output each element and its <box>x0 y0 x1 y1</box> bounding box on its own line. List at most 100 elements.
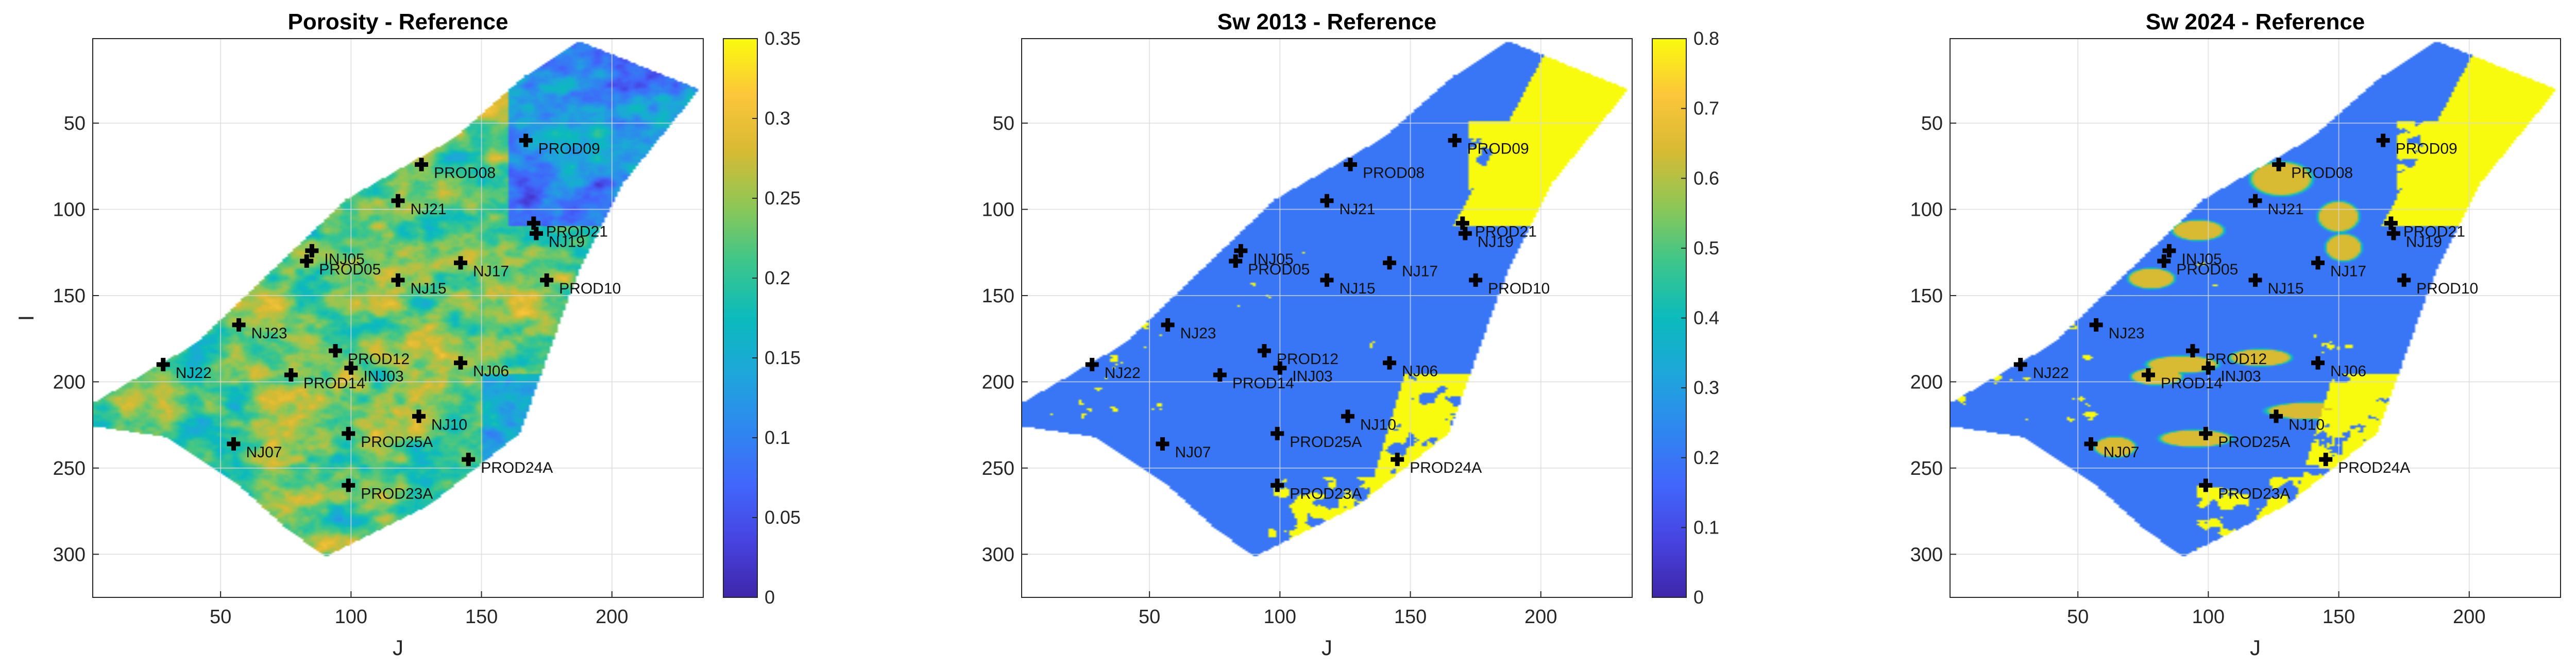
well-marker <box>412 409 426 423</box>
well-label: NJ19 <box>549 233 585 250</box>
y-tick-label: 100 <box>1910 199 1943 221</box>
well-label: PROD25A <box>361 434 433 451</box>
y-tick-label: 50 <box>993 113 1014 134</box>
well-label: NJ10 <box>431 416 467 433</box>
well-label: PROD12 <box>1277 351 1338 368</box>
well-marker <box>1229 254 1243 268</box>
y-tick-label: 250 <box>1910 458 1943 479</box>
well-marker <box>1273 361 1287 375</box>
x-tick-label: 100 <box>1264 606 1296 628</box>
chart-title: Sw 2013 - Reference <box>1217 9 1437 35</box>
well-marker <box>2084 437 2098 451</box>
axes-box <box>1021 38 1633 598</box>
x-tick-label: 150 <box>2323 606 2355 628</box>
well-label: INJ05 <box>2181 251 2222 268</box>
well-label: NJ23 <box>1180 325 1216 342</box>
colorbar-tick-label: 0.35 <box>765 28 801 49</box>
well-marker <box>462 453 476 467</box>
well-label: NJ23 <box>2109 325 2145 342</box>
well-label: NJ07 <box>246 444 282 461</box>
well-label: PROD24A <box>1410 459 1482 476</box>
well-label: INJ03 <box>2221 368 2261 385</box>
well-marker <box>1270 426 1284 440</box>
heatmap-image <box>1022 39 1632 597</box>
y-tick-label: 250 <box>982 458 1014 479</box>
well-label: PROD25A <box>2218 434 2290 451</box>
well-marker <box>1257 344 1271 358</box>
well-marker <box>2319 453 2333 467</box>
x-axis-label: J <box>2250 635 2261 660</box>
well-label: INJ05 <box>324 251 364 268</box>
well-marker <box>342 478 355 492</box>
well-label: PROD24A <box>2338 459 2410 476</box>
well-marker <box>1391 453 1404 467</box>
well-label: NJ22 <box>2033 365 2069 382</box>
y-tick-label: 300 <box>53 544 86 565</box>
well-marker <box>391 194 405 208</box>
y-tick-label: 250 <box>53 458 86 479</box>
well-marker <box>2157 254 2171 268</box>
well-marker <box>2376 133 2390 147</box>
y-tick-label: 50 <box>64 113 86 134</box>
well-marker <box>519 133 533 147</box>
heatmap-image <box>1950 39 2561 597</box>
well-marker <box>529 227 543 240</box>
well-marker <box>540 273 554 287</box>
well-marker <box>2201 361 2215 375</box>
well-label: PROD09 <box>1467 141 1529 158</box>
well-marker <box>305 244 319 257</box>
well-label: NJ21 <box>2268 201 2304 218</box>
well-label: NJ21 <box>411 201 447 218</box>
well-label: PROD10 <box>1488 280 1550 297</box>
chart-panel: 50 100 150 200 50 100 150 200 250 300 Sw 2013 - Re… <box>982 9 1719 660</box>
x-tick-label: 200 <box>2453 606 2485 628</box>
well-label: PROD05 <box>319 261 381 278</box>
chart-panel: 50 100 150 200 50 100 150 200 250 300 Porosity - R… <box>14 9 801 660</box>
colorbar-tick-label: 0.3 <box>765 108 790 129</box>
well-marker <box>527 216 540 230</box>
well-label: PROD24A <box>481 459 553 476</box>
well-marker <box>391 273 405 287</box>
well-marker <box>1458 227 1472 240</box>
x-tick-label: 200 <box>1524 606 1557 628</box>
well-marker <box>232 318 246 332</box>
well-label: NJ23 <box>251 325 287 342</box>
x-axis-label: J <box>393 635 403 660</box>
well-marker <box>2272 158 2286 171</box>
well-marker <box>1341 409 1355 423</box>
well-label: PROD05 <box>1248 261 1310 278</box>
well-label: NJ06 <box>2330 363 2366 380</box>
colorbar-tick-label: 0.05 <box>765 507 801 528</box>
well-label: INJ03 <box>363 368 403 385</box>
y-tick-label: 200 <box>982 371 1014 393</box>
y-tick-label: 100 <box>982 199 1014 221</box>
well-label: NJ22 <box>176 365 212 382</box>
well-label: PROD23A <box>1290 485 1362 502</box>
x-tick-label: 100 <box>335 606 367 628</box>
colorbar-tick-label: 0.2 <box>1693 447 1719 468</box>
well-marker <box>344 361 358 375</box>
well-marker <box>328 344 342 358</box>
well-label: NJ07 <box>1175 444 1211 461</box>
well-marker <box>2248 194 2262 208</box>
well-label: PROD08 <box>434 164 496 181</box>
well-label: PROD10 <box>559 280 621 297</box>
well-marker <box>1455 216 1469 230</box>
well-label: PROD25A <box>1290 434 1362 451</box>
colorbar <box>723 38 758 598</box>
well-marker <box>2199 426 2213 440</box>
y-tick-label: 150 <box>1910 285 1943 307</box>
well-label: NJ10 <box>2289 416 2325 433</box>
heatmap-image <box>93 39 703 597</box>
y-tick-label: 100 <box>53 199 86 221</box>
x-tick-label: 50 <box>210 606 231 628</box>
colorbar-tick-label: 0.25 <box>765 187 801 209</box>
well-label: NJ21 <box>1340 201 1376 218</box>
well-label: PROD05 <box>2176 261 2238 278</box>
axes-box <box>1950 38 2561 598</box>
y-tick-label: 150 <box>982 285 1014 307</box>
well-label: NJ22 <box>1105 365 1141 382</box>
colorbar-tick-label: 0.7 <box>1693 98 1719 119</box>
well-label: NJ19 <box>2406 233 2442 250</box>
well-marker <box>1383 256 1397 270</box>
